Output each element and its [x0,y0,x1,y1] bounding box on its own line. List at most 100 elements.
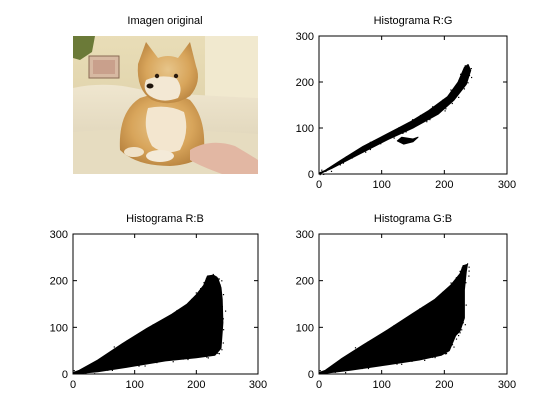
scatter-point-rg [412,119,414,121]
scatter-point-rb [206,356,208,358]
x-tick-label-rg: 300 [498,179,516,191]
scatter-point-gb [461,267,463,269]
scatter-point-gb [354,347,357,349]
scatter-point-rg [467,82,469,84]
scatter-point-gb [463,270,465,272]
x-tick-label-gb: 200 [435,379,453,391]
scatter-point-rg [369,141,371,143]
scatter-point-rb [223,329,225,331]
chart-title-rb: Histograma R:B [126,213,204,225]
chart-rg: Histograma R:G 0 100 200 300 0 100 200 300 [296,15,517,191]
scatter-point-rg [380,143,382,145]
scatter-point-rg [402,132,404,134]
scatter-point-rb [221,306,223,308]
scatter-point-rg [351,157,353,159]
scatter-point-gb [331,365,333,367]
scatter-point-gb [463,310,465,312]
scatter-point-rg [470,68,472,70]
scatter-cloud-rg [318,64,472,175]
scatter-point-rg [327,168,329,170]
image-panel-title: Imagen original [127,15,202,27]
scatter-point-rg [456,84,458,86]
scatter-point-rb [135,335,138,337]
scatter-point-gb [330,366,332,368]
scatter-point-rb [200,288,202,290]
scatter-point-rg [330,170,333,172]
scatter-point-rb [144,365,146,367]
scatter-cluster-rg [396,136,419,145]
x-tick-label-rb: 200 [187,379,205,391]
scatter-point-rb [221,349,223,351]
scatter-point-rg [445,108,447,110]
y-tick-label-rg: 300 [296,31,314,43]
x-tick-label-gb: 0 [316,379,322,391]
scatter-point-rg [444,110,446,112]
scatter-point-gb [468,275,470,277]
scatter-point-rb [111,369,113,371]
scatter-point-gb [393,325,395,327]
scatter-point-gb [419,308,421,310]
scatter-point-rg [467,66,469,68]
scatter-point-rb [199,355,201,357]
y-tick-label-rg: 0 [308,169,314,181]
scatter-point-rg [325,170,327,172]
scatter-point-gb [348,357,351,359]
scatter-point-rb [222,342,224,344]
scatter-point-rb [138,365,140,367]
scatter-point-gb [458,335,460,337]
scatter-point-rb [87,366,89,368]
scatter-point-rg [419,114,422,117]
scatter-point-rb [139,333,141,335]
scatter-point-rb [122,366,124,368]
scatter-point-gb [424,359,426,361]
scatter-point-gb [324,371,326,373]
scatter-point-rg [468,74,471,77]
scatter-point-gb [451,344,454,346]
scatter-point-rb [152,324,154,326]
scatter-point-rb [221,280,223,282]
scatter-point-rb [196,298,198,300]
scatter-point-rb [217,352,219,354]
scatter-point-gb [401,363,403,365]
scatter-point-rg [429,119,431,121]
scatter-point-rb [219,284,221,286]
scatter-point-rb [218,278,220,280]
scatter-point-gb [465,266,467,269]
scatter-point-rb [94,373,96,375]
scatter-point-gb [441,352,443,354]
scatter-point-rb [74,372,76,374]
scatter-point-gb [380,334,382,336]
x-tick-label-rg: 0 [316,179,322,191]
scatter-point-rg [463,88,465,90]
scatter-point-gb [462,285,464,287]
scatter-point-gb [464,324,466,326]
scatter-point-rg [458,96,460,98]
y-tick-label-rb: 300 [50,229,68,241]
x-tick-label-rg: 100 [372,179,390,191]
y-tick-label-gb: 200 [296,276,314,288]
scatter-point-rb [126,340,128,342]
scatter-point-gb [440,296,442,298]
chart-title-gb: Histograma G:B [374,213,452,225]
scatter-point-rb [220,295,222,297]
scatter-point-rg [451,102,453,105]
chart-rb: Histograma R:B 0 100 200 300 0 100 200 300 [50,213,268,391]
scatter-point-rg [373,140,375,142]
scatter-point-rg [398,127,400,129]
scatter-point-gb [468,270,470,272]
scatter-point-rb [184,305,186,307]
scatter-point-rb [207,281,209,283]
x-tick-label-rb: 100 [125,379,143,391]
scatter-point-rg [432,106,434,108]
scatter-point-rg [321,169,323,171]
scatter-point-rb [85,372,87,374]
scatter-point-rg [458,91,460,93]
scatter-point-rg [426,121,428,123]
scatter-point-rb [218,353,220,355]
x-tick-label-rb: 0 [70,379,76,391]
scatter-point-rg [406,126,409,128]
scatter-point-rg [405,131,407,133]
scatter-point-gb [465,282,467,284]
scatter-point-gb [459,332,461,334]
scatter-point-rb [191,302,193,304]
